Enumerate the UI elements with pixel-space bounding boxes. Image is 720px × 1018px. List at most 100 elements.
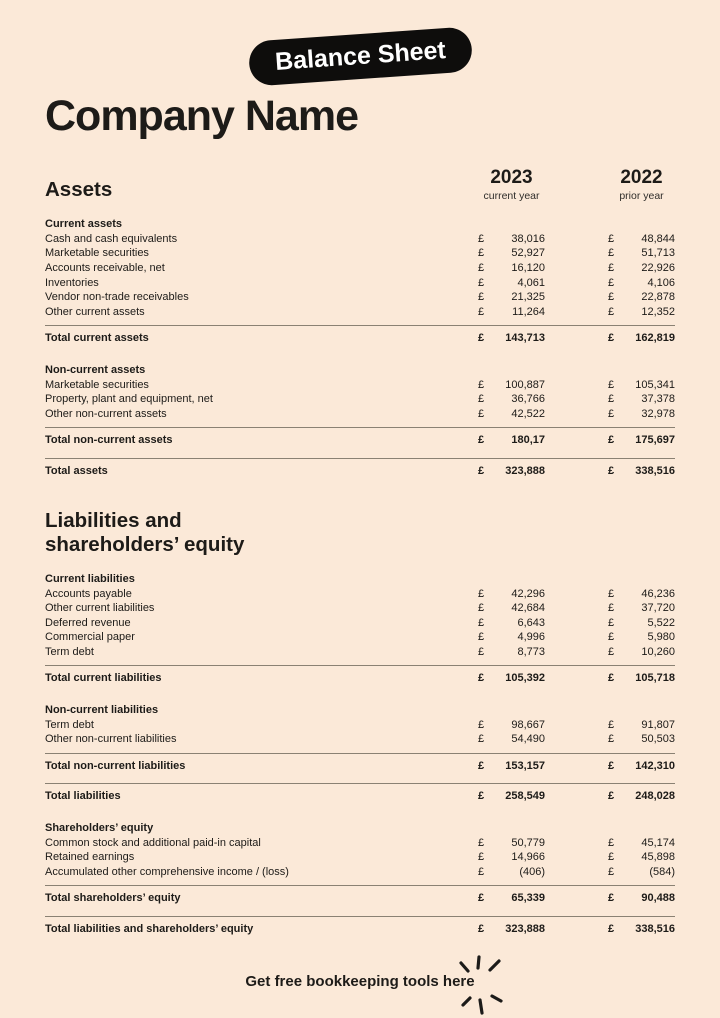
money-cell-2023: £16,120 <box>478 261 545 276</box>
table-row: Retained earnings £14,966 £45,898 <box>45 850 675 865</box>
currency-symbol: £ <box>608 923 615 936</box>
value-2022: 45,174 <box>641 836 675 849</box>
money-cell-2022: £22,878 <box>608 290 675 305</box>
money-cell-2022: £ (584) <box>608 865 675 880</box>
group-header: Shareholders’ equity <box>45 822 154 835</box>
currency-symbol: £ <box>608 616 615 629</box>
value-2022: 5,980 <box>647 631 675 644</box>
row-label: Property, plant and equipment, net <box>45 393 213 406</box>
footer-cta[interactable]: Get free bookkeeping tools here <box>245 955 503 1015</box>
row-label: Common stock and additional paid-in capi… <box>45 836 261 849</box>
value-2023: 323,888 <box>505 464 545 477</box>
table-row: Accounts payable £42,296 £46,236 <box>45 587 675 602</box>
row-label: Commercial paper <box>45 631 135 644</box>
value-2023: 323,888 <box>505 923 545 936</box>
value-2022: 50,503 <box>641 733 675 746</box>
currency-symbol: £ <box>608 790 615 803</box>
value-2023: 16,120 <box>511 262 545 275</box>
currency-symbol: £ <box>478 718 485 731</box>
value-2022: 37,378 <box>641 393 675 406</box>
currency-symbol: £ <box>608 851 615 864</box>
currency-symbol: £ <box>478 276 485 289</box>
currency-symbol: £ <box>608 291 615 304</box>
line-item-group: Shareholders’ equity Common stock and add… <box>45 821 675 879</box>
currency-symbol: £ <box>478 672 485 685</box>
money-cell-2023: £8,773 <box>478 645 545 660</box>
currency-symbol: £ <box>478 851 485 864</box>
total-label: Total current liabilities <box>45 672 162 685</box>
value-2023: 105,392 <box>505 672 545 685</box>
year-header-2022: 2022 prior year <box>608 168 675 202</box>
value-2023: 98,667 <box>511 718 545 731</box>
money-cell-2023: £42,522 <box>478 407 545 422</box>
money-cell-2023: £180,17 <box>478 433 545 448</box>
currency-symbol: £ <box>478 645 485 658</box>
total-row: Total shareholders’ equity £65,339 £90,488 <box>45 885 675 908</box>
money-cell-2022: £48,844 <box>608 232 675 247</box>
currency-symbol: £ <box>478 291 485 304</box>
table-row: Marketable securities £100,887 £105,341 <box>45 378 675 393</box>
row-label: Term debt <box>45 645 94 658</box>
currency-symbol: £ <box>608 587 615 600</box>
currency-symbol: £ <box>478 393 485 406</box>
money-cell-2023: £38,016 <box>478 232 545 247</box>
value-2023: 11,264 <box>512 305 545 318</box>
value-2023: 258,549 <box>505 790 545 803</box>
value-2023: 38,016 <box>511 232 545 245</box>
currency-symbol: £ <box>608 631 615 644</box>
money-cell-2022: £12,352 <box>608 305 675 320</box>
money-cell-2022: £142,310 <box>608 759 675 774</box>
value-2023: 21,325 <box>511 291 545 304</box>
row-label: Accounts receivable, net <box>45 262 165 275</box>
year-sublabel: current year <box>483 190 540 203</box>
money-cell-2023: £98,667 <box>478 718 545 733</box>
money-cell-2023: £105,392 <box>478 671 545 686</box>
sparkle-burst-icon <box>459 955 503 1015</box>
line-item-group: Non-current liabilities Term debt £98,667 £… <box>45 703 675 747</box>
currency-symbol: £ <box>608 672 615 685</box>
currency-symbol: £ <box>608 407 615 420</box>
value-2022: 22,926 <box>641 262 675 275</box>
value-2022: 32,978 <box>641 407 675 420</box>
value-2023: 54,490 <box>511 733 545 746</box>
row-label: Accumulated other comprehensive income /… <box>45 865 289 878</box>
currency-symbol: £ <box>478 407 485 420</box>
currency-symbol: £ <box>478 631 485 644</box>
money-cell-2022: £248,028 <box>608 789 675 804</box>
value-2022: 105,341 <box>635 378 675 391</box>
value-2023: 6,643 <box>517 616 545 629</box>
row-label: Other current assets <box>45 305 145 318</box>
value-2022: 22,878 <box>641 291 675 304</box>
table-row: Commercial paper £4,996 £5,980 <box>45 630 675 645</box>
money-cell-2023: £65,339 <box>478 891 545 906</box>
currency-symbol: £ <box>478 836 485 849</box>
money-cell-2023: £42,684 <box>478 601 545 616</box>
year-label: 2023 <box>490 167 533 189</box>
currency-symbol: £ <box>608 232 615 245</box>
money-cell-2022: £50,503 <box>608 732 675 747</box>
money-cell-2022: £338,516 <box>608 464 675 479</box>
currency-symbol: £ <box>608 247 615 260</box>
money-cell-2023: £143,713 <box>478 331 545 346</box>
row-label: Other non-current assets <box>45 407 167 420</box>
money-cell-2023: £36,766 <box>478 392 545 407</box>
currency-symbol: £ <box>608 759 615 772</box>
value-2022: (584) <box>649 865 675 878</box>
badge-container: Balance Sheet <box>45 0 675 87</box>
row-label: Accounts payable <box>45 587 132 600</box>
value-2022: 338,516 <box>635 464 675 477</box>
value-2023: 36,766 <box>511 393 545 406</box>
value-2022: 46,236 <box>641 587 675 600</box>
group-header: Current liabilities <box>45 572 135 585</box>
currency-symbol: £ <box>608 434 615 447</box>
table-row: Other current assets £11,264 £12,352 <box>45 305 675 320</box>
row-label: Marketable securities <box>45 378 149 391</box>
table-row: Term debt £98,667 £91,807 <box>45 718 675 733</box>
value-2022: 12,352 <box>641 305 675 318</box>
row-label: Vendor non-trade receivables <box>45 291 189 304</box>
value-2022: 162,819 <box>635 332 675 345</box>
money-cell-2022: £175,697 <box>608 433 675 448</box>
line-item-group: Current assets Cash and cash equivalents £… <box>45 217 675 319</box>
currency-symbol: £ <box>478 247 485 260</box>
currency-symbol: £ <box>608 733 615 746</box>
